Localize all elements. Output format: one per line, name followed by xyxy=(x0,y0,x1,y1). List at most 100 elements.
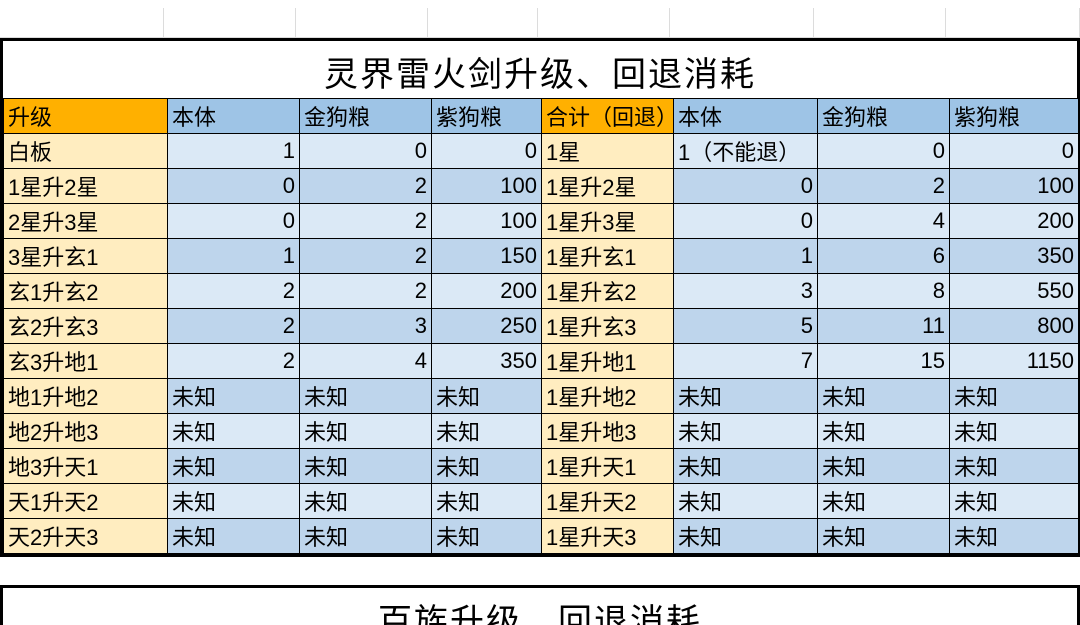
cell-body1: 1 xyxy=(168,134,300,169)
cell-body2: 3 xyxy=(674,274,818,309)
table-row: 天2升天3未知未知未知1星升天3未知未知未知 xyxy=(4,519,1079,554)
cell-gold2: 未知 xyxy=(818,414,950,449)
cell-gold2: 2 xyxy=(818,169,950,204)
table-row: 地2升地3未知未知未知1星升地3未知未知未知 xyxy=(4,414,1079,449)
row-label-left: 玄3升地1 xyxy=(4,344,168,379)
cell-purple2: 0 xyxy=(950,134,1079,169)
table-row: 2星升3星021001星升3星04200 xyxy=(4,204,1079,239)
cell-gold2: 15 xyxy=(818,344,950,379)
cell-body2: 0 xyxy=(674,169,818,204)
cell-purple1: 100 xyxy=(432,204,542,239)
table-row: 地1升地2未知未知未知1星升地2未知未知未知 xyxy=(4,379,1079,414)
cell-body2: 未知 xyxy=(674,379,818,414)
row-label-right: 1星升地3 xyxy=(542,414,674,449)
cell-body1: 未知 xyxy=(168,414,300,449)
row-label-left: 天1升天2 xyxy=(4,484,168,519)
cell-purple2: 1150 xyxy=(950,344,1079,379)
row-label-left: 3星升玄1 xyxy=(4,239,168,274)
cell-gold1: 未知 xyxy=(300,519,432,554)
row-label-right: 1星升天2 xyxy=(542,484,674,519)
row-label-left: 1星升2星 xyxy=(4,169,168,204)
cell-purple1: 150 xyxy=(432,239,542,274)
cell-body1: 0 xyxy=(168,204,300,239)
cell-purple2: 未知 xyxy=(950,519,1079,554)
cell-gold2: 未知 xyxy=(818,379,950,414)
cell-gold1: 2 xyxy=(300,204,432,239)
table1-container: 灵界雷火剑升级、回退消耗 升级 本体 金狗粮 紫狗粮 合计（回退） 本体 金狗粮… xyxy=(0,38,1080,557)
row-label-left: 白板 xyxy=(4,134,168,169)
cell-purple1: 未知 xyxy=(432,379,542,414)
header-upgrade: 升级 xyxy=(4,99,168,134)
table1-header-row: 升级 本体 金狗粮 紫狗粮 合计（回退） 本体 金狗粮 紫狗粮 xyxy=(4,99,1079,134)
cell-body2: 1 xyxy=(674,239,818,274)
row-label-right: 1星升地2 xyxy=(542,379,674,414)
header-refund: 合计（回退） xyxy=(542,99,674,134)
empty-grid-row xyxy=(0,8,1080,38)
cell-gold1: 3 xyxy=(300,309,432,344)
cell-body1: 未知 xyxy=(168,484,300,519)
cell-purple2: 800 xyxy=(950,309,1079,344)
cell-gold2: 未知 xyxy=(818,484,950,519)
cell-gold2: 4 xyxy=(818,204,950,239)
cell-body1: 2 xyxy=(168,274,300,309)
cell-purple2: 100 xyxy=(950,169,1079,204)
table-row: 1星升2星021001星升2星02100 xyxy=(4,169,1079,204)
table-row: 白板1001星1（不能退）00 xyxy=(4,134,1079,169)
header-gold2: 金狗粮 xyxy=(818,99,950,134)
table-row: 玄3升地1243501星升地17151150 xyxy=(4,344,1079,379)
row-label-right: 1星升天1 xyxy=(542,449,674,484)
cell-gold2: 未知 xyxy=(818,449,950,484)
row-label-left: 玄2升玄3 xyxy=(4,309,168,344)
cell-purple1: 未知 xyxy=(432,449,542,484)
cell-gold1: 2 xyxy=(300,169,432,204)
header-body1: 本体 xyxy=(168,99,300,134)
cell-body2: 5 xyxy=(674,309,818,344)
cell-gold1: 未知 xyxy=(300,379,432,414)
cell-gold1: 4 xyxy=(300,344,432,379)
cell-body2: 未知 xyxy=(674,449,818,484)
cell-purple2: 未知 xyxy=(950,414,1079,449)
row-label-right: 1星升天3 xyxy=(542,519,674,554)
cell-purple2: 200 xyxy=(950,204,1079,239)
table-row: 天1升天2未知未知未知1星升天2未知未知未知 xyxy=(4,484,1079,519)
row-label-left: 地2升地3 xyxy=(4,414,168,449)
header-purple2: 紫狗粮 xyxy=(950,99,1079,134)
cell-purple1: 200 xyxy=(432,274,542,309)
cell-purple1: 未知 xyxy=(432,519,542,554)
header-gold1: 金狗粮 xyxy=(300,99,432,134)
row-label-right: 1星升3星 xyxy=(542,204,674,239)
cell-purple2: 未知 xyxy=(950,449,1079,484)
cell-body2: 1（不能退） xyxy=(674,134,818,169)
row-label-right: 1星升玄1 xyxy=(542,239,674,274)
row-label-left: 玄1升玄2 xyxy=(4,274,168,309)
cell-gold1: 2 xyxy=(300,239,432,274)
cell-gold2: 6 xyxy=(818,239,950,274)
cell-gold2: 未知 xyxy=(818,519,950,554)
table1-title: 灵界雷火剑升级、回退消耗 xyxy=(3,41,1077,98)
cell-purple1: 250 xyxy=(432,309,542,344)
cell-purple2: 550 xyxy=(950,274,1079,309)
cell-gold2: 11 xyxy=(818,309,950,344)
row-label-right: 1星升玄2 xyxy=(542,274,674,309)
row-label-right: 1星升2星 xyxy=(542,169,674,204)
table-row: 地3升天1未知未知未知1星升天1未知未知未知 xyxy=(4,449,1079,484)
cell-purple1: 350 xyxy=(432,344,542,379)
table2-title-partial: 百族升级、回退消耗 xyxy=(0,585,1080,625)
cell-purple1: 未知 xyxy=(432,414,542,449)
cell-body1: 1 xyxy=(168,239,300,274)
row-label-right: 1星升地1 xyxy=(542,344,674,379)
cell-body2: 7 xyxy=(674,344,818,379)
table-row: 3星升玄1121501星升玄116350 xyxy=(4,239,1079,274)
cell-gold2: 8 xyxy=(818,274,950,309)
cell-purple2: 350 xyxy=(950,239,1079,274)
table1: 升级 本体 金狗粮 紫狗粮 合计（回退） 本体 金狗粮 紫狗粮 白板1001星1… xyxy=(3,98,1079,554)
row-label-right: 1星 xyxy=(542,134,674,169)
cell-body1: 0 xyxy=(168,169,300,204)
cell-body1: 未知 xyxy=(168,379,300,414)
row-label-left: 地1升地2 xyxy=(4,379,168,414)
table-row: 玄1升玄2222001星升玄238550 xyxy=(4,274,1079,309)
header-body2: 本体 xyxy=(674,99,818,134)
cell-body2: 0 xyxy=(674,204,818,239)
cell-gold1: 未知 xyxy=(300,484,432,519)
cell-gold1: 0 xyxy=(300,134,432,169)
